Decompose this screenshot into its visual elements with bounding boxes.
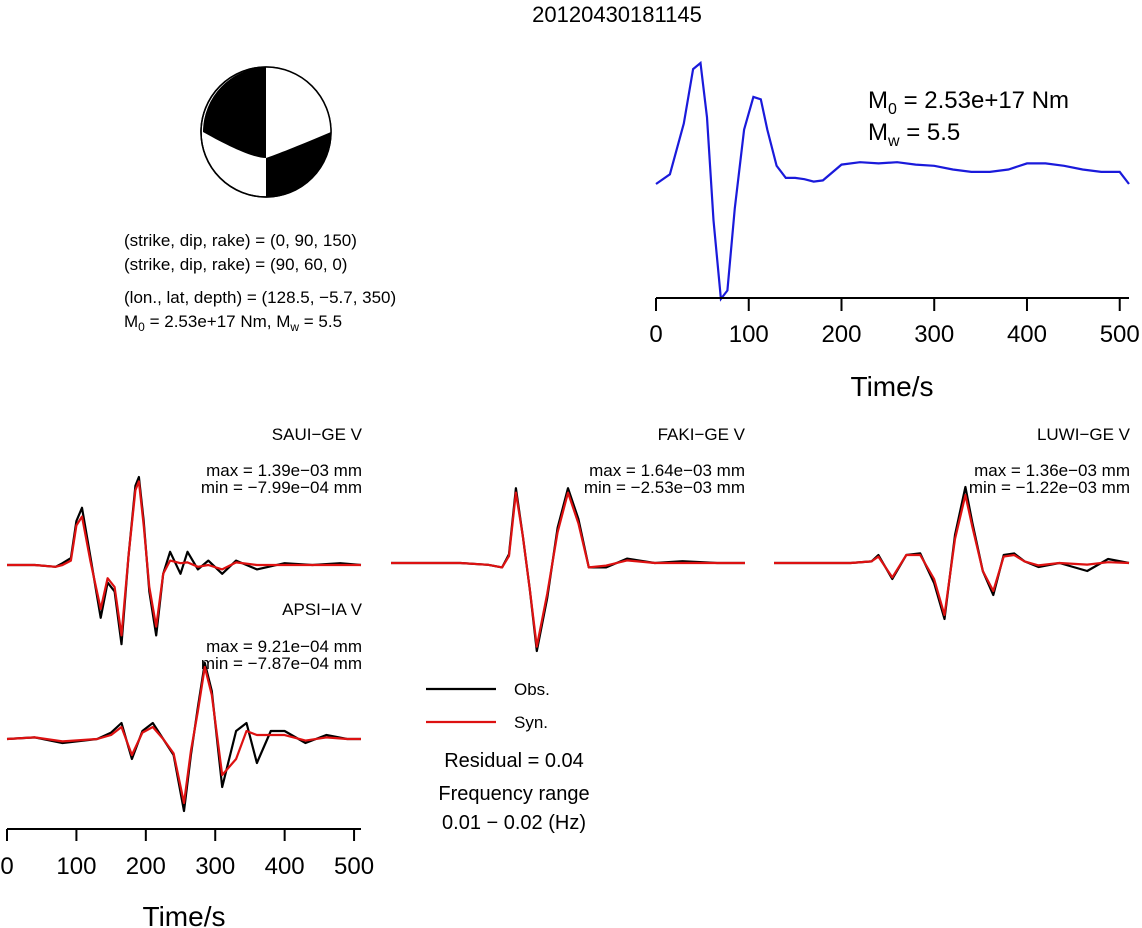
station-min: min = −1.22e−03 mm bbox=[969, 478, 1130, 497]
stf-series-line bbox=[655, 60, 1130, 302]
legend: Obs. Syn. Residual = 0.04 Frequency rang… bbox=[426, 680, 590, 834]
station-panel-sauigev: SAUI−GE V max = 1.39e−03 mm min = −7.99e… bbox=[201, 425, 363, 497]
legend-obs-label: Obs. bbox=[514, 680, 550, 699]
figure-title: 20120430181145 bbox=[532, 2, 702, 27]
station-max: max = 1.39e−03 mm bbox=[206, 461, 362, 480]
waveform-traces bbox=[6, 475, 1130, 813]
frequency-title: Frequency range bbox=[438, 783, 589, 805]
stf-tick-label: 100 bbox=[729, 321, 769, 348]
stf-x-ticks: 0 100 200 300 400 500 bbox=[649, 298, 1140, 348]
stf-tick-label: 400 bbox=[1007, 321, 1047, 348]
bottom-x-label: Time/s bbox=[143, 901, 226, 928]
station-name: FAKI−GE V bbox=[658, 425, 746, 444]
bottom-x-ticks: 0 100 200 300 400 500 bbox=[0, 829, 374, 880]
bottom-tick-label: 400 bbox=[265, 853, 305, 880]
stf-tick-label: 300 bbox=[914, 321, 954, 348]
station-panel-fakigev: FAKI−GE V max = 1.64e−03 mm min = −2.53e… bbox=[584, 425, 746, 497]
stf-x-label: Time/s bbox=[851, 371, 934, 402]
station-max: max = 1.64e−03 mm bbox=[589, 461, 745, 480]
station-name: SAUI−GE V bbox=[272, 425, 363, 444]
station-panel-luwigev: LUWI−GE V max = 1.36e−03 mm min = −1.22e… bbox=[969, 425, 1131, 497]
stf-tick-label: 0 bbox=[649, 321, 662, 348]
station-panels: SAUI−GE V max = 1.39e−03 mm min = −7.99e… bbox=[201, 425, 1131, 673]
stf-m0-label: M0 = 2.53e+17 Nm bbox=[868, 87, 1069, 118]
station-panel-apsiiav: APSI−IA V max = 9.21e−04 mm min = −7.87e… bbox=[201, 600, 363, 673]
station-min: min = −2.53e−03 mm bbox=[584, 478, 745, 497]
station-max: max = 1.36e−03 mm bbox=[974, 461, 1130, 480]
stf-tick-label: 200 bbox=[821, 321, 861, 348]
station-name: APSI−IA V bbox=[282, 600, 363, 619]
beachball-icon bbox=[200, 66, 332, 198]
nodal-plane-2: (strike, dip, rake) = (90, 60, 0) bbox=[124, 255, 347, 274]
synthetic-trace-line bbox=[7, 480, 361, 637]
station-name: LUWI−GE V bbox=[1037, 425, 1131, 444]
synthetic-trace-line bbox=[6, 665, 361, 805]
bottom-tick-label: 300 bbox=[195, 853, 235, 880]
location-depth: (lon., lat, depth) = (128.5, −5.7, 350) bbox=[124, 288, 396, 307]
moment-magnitude-text: M0 = 2.53e+17 Nm, Mw = 5.5 bbox=[124, 312, 342, 334]
bottom-tick-label: 200 bbox=[126, 853, 166, 880]
station-max: max = 9.21e−04 mm bbox=[206, 637, 362, 656]
nodal-plane-1: (strike, dip, rake) = (0, 90, 150) bbox=[124, 231, 357, 250]
observed-trace-line bbox=[774, 485, 1130, 621]
observed-trace-line bbox=[391, 487, 745, 653]
synthetic-trace-line bbox=[391, 491, 745, 648]
bottom-tick-label: 500 bbox=[334, 853, 374, 880]
synthetic-trace-line bbox=[774, 493, 1130, 617]
bottom-axis: 0 100 200 300 400 500 Time/s bbox=[0, 828, 374, 928]
station-min: min = −7.99e−04 mm bbox=[201, 478, 362, 497]
observed-trace-line bbox=[7, 475, 362, 646]
station-min: min = −7.87e−04 mm bbox=[201, 654, 362, 673]
bottom-tick-label: 100 bbox=[56, 853, 96, 880]
stf-mw-label: Mw = 5.5 bbox=[868, 119, 960, 150]
bottom-tick-label: 0 bbox=[0, 853, 13, 880]
stf-panel: M0 = 2.53e+17 Nm Mw = 5.5 0 100 200 300 400 5… bbox=[649, 60, 1140, 402]
frequency-value: 0.01 − 0.02 (Hz) bbox=[442, 812, 586, 834]
stf-tick-label: 500 bbox=[1100, 321, 1140, 348]
observed-trace-line bbox=[6, 661, 361, 813]
legend-syn-label: Syn. bbox=[514, 713, 548, 732]
residual-text: Residual = 0.04 bbox=[444, 750, 584, 772]
